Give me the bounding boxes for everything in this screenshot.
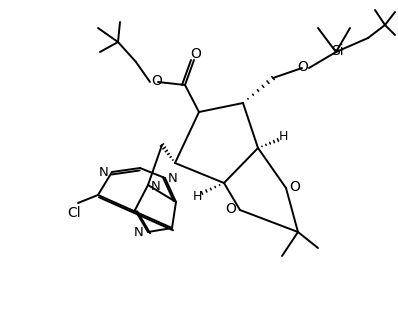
Text: O: O [298, 60, 308, 74]
Text: O: O [290, 180, 300, 194]
Text: N: N [134, 226, 144, 239]
Text: O: O [226, 202, 236, 216]
Text: N: N [151, 179, 161, 193]
Text: O: O [191, 47, 201, 61]
Text: O: O [152, 74, 162, 88]
Text: Si: Si [331, 44, 343, 58]
Text: H: H [192, 189, 202, 202]
Text: N: N [99, 166, 109, 179]
Text: Cl: Cl [67, 206, 81, 220]
Text: H: H [278, 131, 288, 143]
Text: N: N [168, 173, 178, 185]
